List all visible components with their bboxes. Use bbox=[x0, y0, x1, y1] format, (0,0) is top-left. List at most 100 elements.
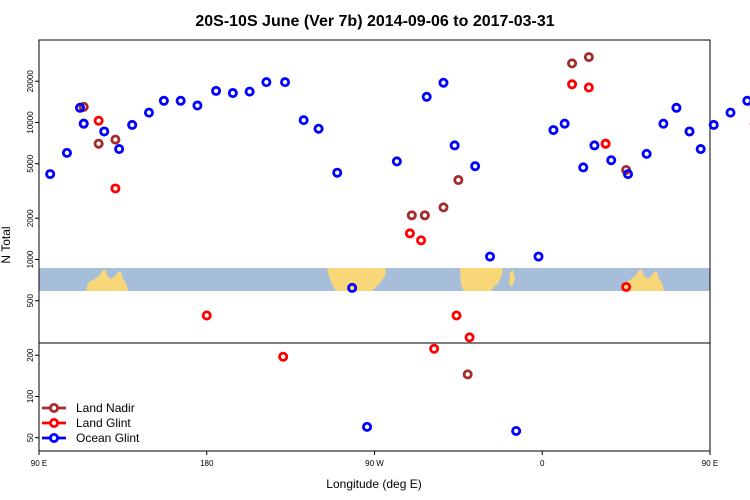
land-australia-right bbox=[622, 270, 664, 291]
data-point bbox=[416, 235, 427, 246]
legend-marker bbox=[49, 417, 60, 428]
data-point bbox=[244, 86, 255, 97]
data-point bbox=[464, 332, 475, 343]
x-tick-label: 90 E bbox=[702, 459, 718, 468]
data-point bbox=[313, 123, 324, 134]
data-point bbox=[438, 202, 449, 213]
data-point bbox=[347, 282, 358, 293]
y-tick-label: 20000 bbox=[26, 70, 35, 93]
data-point bbox=[600, 138, 611, 149]
plot-frame bbox=[38, 39, 711, 452]
y-tick-label: 50 bbox=[26, 433, 35, 442]
y-tick-label: 5000 bbox=[26, 154, 35, 172]
data-point bbox=[511, 425, 522, 436]
data-point bbox=[227, 88, 238, 99]
data-point bbox=[533, 251, 544, 262]
data-point bbox=[606, 155, 617, 166]
x-tick-label: 180 bbox=[200, 459, 214, 468]
data-point bbox=[406, 210, 417, 221]
data-point bbox=[391, 156, 402, 167]
data-point bbox=[404, 228, 415, 239]
data-point bbox=[708, 119, 719, 130]
data-point bbox=[583, 82, 594, 93]
x-tick-label: 0 bbox=[540, 459, 545, 468]
data-point bbox=[470, 161, 481, 172]
data-point bbox=[421, 91, 432, 102]
data-point bbox=[453, 175, 464, 186]
data-point bbox=[278, 351, 289, 362]
y-tick-label: 2000 bbox=[26, 209, 35, 227]
data-point bbox=[143, 107, 154, 118]
data-point bbox=[158, 95, 169, 106]
data-point bbox=[280, 77, 291, 88]
data-point bbox=[201, 310, 212, 321]
y-tick-label: 200 bbox=[26, 348, 35, 362]
data-point bbox=[684, 126, 695, 137]
data-point bbox=[485, 251, 496, 262]
map-band bbox=[39, 268, 710, 291]
legend-label: Land Nadir bbox=[76, 401, 135, 415]
data-point bbox=[175, 95, 186, 106]
data-point bbox=[110, 134, 121, 145]
data-point bbox=[110, 183, 121, 194]
data-point bbox=[695, 144, 706, 155]
land-south-america bbox=[327, 268, 386, 291]
data-point bbox=[641, 148, 652, 159]
data-point bbox=[75, 102, 86, 113]
data-point bbox=[127, 119, 138, 130]
data-point bbox=[362, 421, 373, 432]
data-point bbox=[438, 77, 449, 88]
data-point bbox=[589, 140, 600, 151]
data-point bbox=[658, 118, 669, 129]
data-point bbox=[332, 167, 343, 178]
data-point bbox=[671, 102, 682, 113]
data-points bbox=[45, 52, 750, 436]
y-tick-label: 10000 bbox=[26, 111, 35, 134]
data-point bbox=[622, 169, 633, 180]
chart-title: 20S-10S June (Ver 7b) 2014-09-06 to 2017… bbox=[195, 13, 554, 30]
data-point bbox=[621, 281, 632, 292]
legend-label: Land Glint bbox=[76, 416, 131, 430]
data-point bbox=[583, 52, 594, 63]
data-point bbox=[725, 107, 736, 118]
data-point bbox=[578, 162, 589, 173]
data-point bbox=[559, 118, 570, 129]
land-madagascar bbox=[509, 270, 515, 287]
data-point bbox=[192, 100, 203, 111]
data-point bbox=[45, 169, 56, 180]
data-point bbox=[61, 147, 72, 158]
data-point bbox=[99, 126, 110, 137]
y-axis-label: N Total bbox=[0, 226, 13, 263]
legend-marker bbox=[49, 402, 60, 413]
x-axis-label: Longitude (deg E) bbox=[326, 477, 421, 491]
data-point bbox=[261, 77, 272, 88]
legend-label: Ocean Glint bbox=[76, 431, 140, 445]
data-point bbox=[451, 310, 462, 321]
data-point bbox=[78, 118, 89, 129]
data-point bbox=[298, 115, 309, 126]
data-point bbox=[211, 85, 222, 96]
data-point bbox=[567, 79, 578, 90]
data-point bbox=[429, 343, 440, 354]
data-point bbox=[93, 115, 104, 126]
data-point bbox=[93, 138, 104, 149]
data-point bbox=[567, 58, 578, 69]
y-tick-label: 100 bbox=[26, 389, 35, 403]
y-axis: 50 100 200 500 1000 2000 5000 10000 20000 bbox=[26, 70, 39, 442]
data-point bbox=[419, 210, 430, 221]
data-point bbox=[114, 144, 125, 155]
data-point bbox=[449, 140, 460, 151]
land-australia-left bbox=[86, 270, 128, 291]
data-point bbox=[742, 95, 750, 106]
y-tick-label: 1000 bbox=[26, 250, 35, 268]
y-tick-label: 500 bbox=[26, 294, 35, 308]
legend-marker bbox=[49, 432, 60, 443]
x-tick-label: 90 E bbox=[31, 459, 47, 468]
x-axis: 90 E 180 90 W 0 90 E bbox=[31, 451, 718, 468]
data-point bbox=[548, 125, 559, 136]
data-point bbox=[462, 369, 473, 380]
x-tick-label: 90 W bbox=[365, 459, 384, 468]
land-africa bbox=[460, 268, 503, 291]
